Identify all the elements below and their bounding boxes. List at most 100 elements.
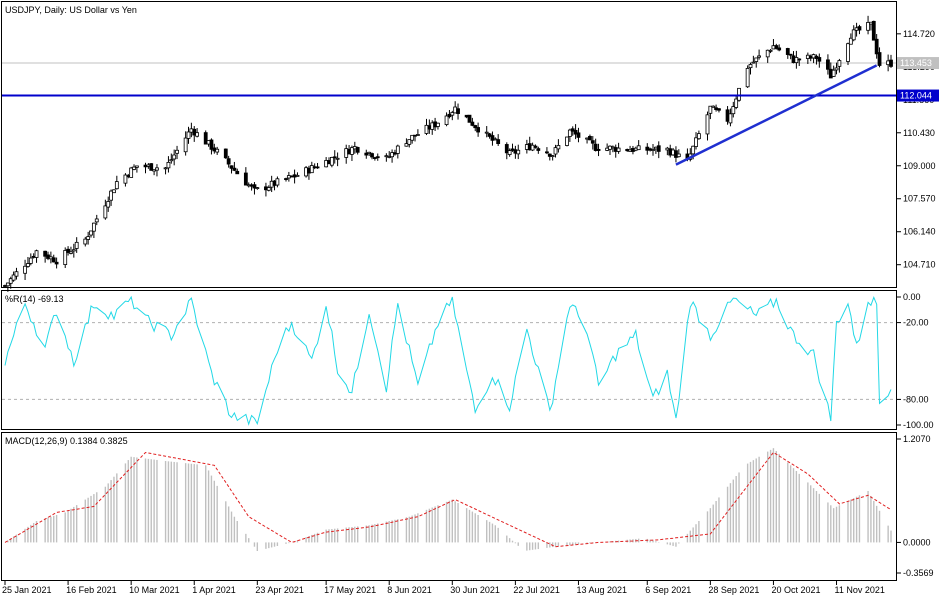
candle-body — [817, 57, 822, 62]
candle-body — [415, 134, 420, 136]
candle-body — [550, 155, 555, 158]
candle-body — [734, 98, 739, 108]
candle-body — [186, 131, 191, 139]
candle-body — [533, 145, 538, 148]
x-tick-label: 6 Sep 2021 — [645, 585, 691, 595]
candle-body — [450, 112, 455, 116]
candle-body — [866, 22, 870, 31]
candle-body — [556, 145, 561, 150]
candle-body — [846, 43, 850, 62]
candle-body — [203, 132, 208, 145]
candle-body — [487, 133, 492, 137]
candle-body — [576, 132, 581, 138]
candle-body — [226, 158, 231, 165]
candle-body — [567, 129, 572, 137]
candle-body — [696, 133, 701, 140]
x-tick-label: 28 Sep 2021 — [708, 585, 759, 595]
candle-body — [109, 190, 113, 201]
candle-body — [284, 178, 288, 180]
candle-body — [616, 147, 621, 152]
candle-body — [364, 152, 369, 156]
candle-body — [5, 282, 10, 287]
candle-body — [350, 147, 354, 155]
x-tick-label: 25 Jan 2021 — [2, 585, 52, 595]
candle-body — [63, 250, 68, 265]
candle-body — [163, 167, 168, 170]
candle-body — [848, 37, 853, 45]
y-tick-label: -20.00 — [903, 318, 929, 328]
candle-body — [831, 69, 836, 77]
williams-r-panel — [1, 290, 897, 430]
candle-body — [71, 249, 76, 252]
candle-body — [266, 187, 271, 191]
candle-body — [155, 167, 159, 171]
support-price-tag-bg — [897, 89, 939, 102]
candle-body — [504, 144, 509, 154]
y-tick-label: 104.710 — [903, 260, 936, 270]
support-price-tag: 112.044 — [900, 91, 932, 101]
candle-body — [275, 178, 280, 186]
candle-body — [593, 143, 598, 151]
candle-body — [390, 152, 394, 158]
candle-body — [851, 29, 856, 41]
candle-body — [367, 151, 372, 154]
candle-body — [252, 184, 257, 189]
candle-body — [28, 257, 33, 264]
candle-body — [329, 157, 334, 166]
candle-body — [404, 143, 409, 147]
candle-body — [209, 139, 214, 150]
candle-body — [768, 49, 773, 52]
x-tick-label: 17 May 2021 — [324, 585, 376, 595]
candle-body — [436, 122, 440, 127]
candle-body — [788, 53, 793, 56]
candle-body — [235, 170, 240, 175]
current-price-tag: 113.453 — [900, 58, 932, 68]
candle-body — [774, 45, 779, 49]
candle-body — [676, 153, 681, 158]
candle-body — [573, 129, 578, 135]
price-candles — [2, 15, 896, 292]
candle-body — [172, 154, 177, 160]
candle-body — [83, 238, 88, 245]
candle-body — [223, 148, 228, 159]
williams-r-line — [2, 295, 896, 426]
candle-body — [335, 157, 340, 160]
x-tick-label: 16 Feb 2021 — [66, 585, 117, 595]
candle-body — [656, 145, 661, 152]
candle-body — [711, 105, 716, 108]
candle-body — [857, 26, 862, 31]
candle-body — [444, 115, 449, 126]
y-tick-label: 1.2070 — [903, 434, 931, 444]
candle-body — [332, 156, 337, 159]
candle-body — [129, 167, 134, 178]
candle-body — [123, 174, 128, 184]
macd-title: MACD(12,26,9) 0.1384 0.3825 — [5, 436, 128, 446]
candle-body — [315, 166, 320, 169]
candle-body — [309, 165, 314, 174]
candle-body — [407, 139, 412, 145]
candle-body — [255, 187, 260, 190]
x-tick-label: 11 Nov 2021 — [835, 585, 885, 595]
candle-body — [516, 149, 521, 155]
candle-body — [94, 218, 99, 223]
williams-r-series — [4, 295, 892, 426]
candle-body — [651, 149, 655, 151]
candle-body — [134, 165, 139, 168]
candle-body — [484, 131, 489, 134]
candle-body — [877, 52, 882, 66]
y-tick-label: 0.0000 — [903, 537, 931, 547]
candle-body — [243, 172, 248, 186]
y-tick-label: 110.430 — [903, 128, 935, 138]
candle-body — [370, 153, 374, 158]
candle-body — [183, 137, 188, 153]
candle-body — [410, 134, 415, 141]
candle-body — [708, 105, 713, 114]
candle-body — [596, 148, 601, 151]
candle-body — [745, 68, 750, 88]
candle-body — [636, 145, 641, 151]
candle-body — [874, 38, 879, 55]
candle-body — [456, 108, 460, 114]
macd-signal-line — [4, 451, 892, 548]
candle-body — [51, 257, 56, 263]
candle-body — [112, 189, 116, 194]
